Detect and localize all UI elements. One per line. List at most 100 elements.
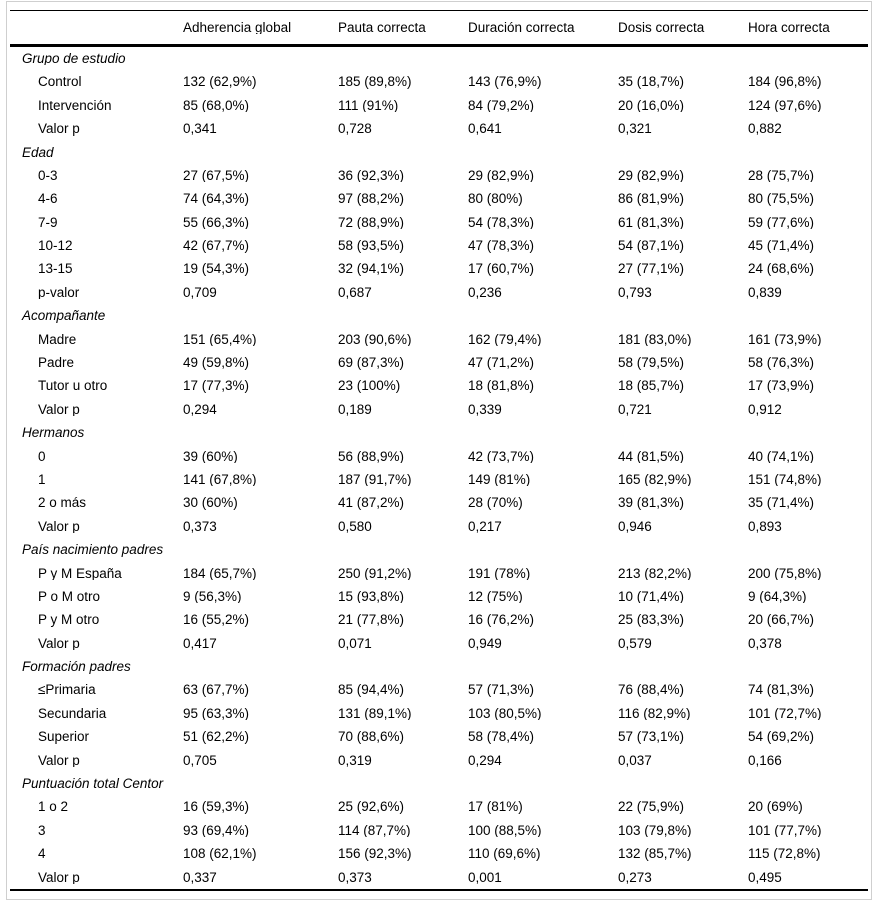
row-label: Valor p: [38, 636, 80, 651]
row-label: Valor p: [38, 870, 80, 885]
data-cell: 132 (62,9%): [183, 75, 257, 89]
data-cell: 74 (64,3%): [183, 192, 250, 206]
data-cell: 42 (73,7%): [468, 449, 535, 464]
data-cell: 0,378: [748, 636, 782, 651]
table-row: Valor p 0,373 0,580 0,217 0,946 0,893: [10, 515, 868, 538]
table-row: Superior 51 (62,2%) 70 (88,6%) 58 (78,4%) 57…: [10, 725, 868, 748]
section-title-row: Hermanos: [10, 421, 868, 444]
data-cell: 12 (75%): [468, 589, 523, 604]
data-cell: 0,321: [618, 122, 652, 136]
table-row: Valor p 0,337 0,373 0,001 0,273 0,495: [10, 866, 868, 889]
data-cell: 131 (89,1%): [338, 706, 412, 721]
data-cell: 0,728: [338, 122, 372, 136]
table-row: Secundaria 95 (63,3%) 131 (89,1%) 103 (80,5…: [10, 702, 868, 725]
data-cell: 156 (92,3%): [338, 847, 412, 861]
data-cell: 0,579: [618, 636, 652, 651]
data-cell: 95 (63,3%): [183, 706, 250, 721]
data-cell: 151 (65,4%): [183, 332, 257, 347]
data-cell: 124 (97,6%): [748, 98, 822, 113]
data-cell: 39 (60%): [183, 449, 238, 464]
section-title: Hermanos: [22, 426, 85, 440]
data-cell: 19 (54,3%): [183, 262, 250, 276]
data-cell: 20 (69%): [748, 800, 803, 814]
data-cell: 0,341: [183, 122, 217, 136]
data-cell: 0,417: [183, 636, 217, 651]
data-cell: 0,273: [618, 870, 652, 885]
data-cell: 56 (88,9%): [338, 449, 405, 464]
table-row: 1 141 (67,8%) 187 (91,7%) 149 (81%) 165 (82,…: [10, 468, 868, 491]
data-cell: 161 (73,9%): [748, 332, 822, 347]
table-row: Padre 49 (59,8%) 69 (87,3%) 47 (71,2%) 58 (7…: [10, 351, 868, 374]
section-title-row: Acompañante: [10, 304, 868, 327]
data-cell: 0,339: [468, 402, 502, 417]
table-top-rule: [10, 10, 868, 11]
row-label: 10-12: [38, 239, 73, 253]
data-cell: 54 (69,2%): [748, 730, 815, 744]
data-cell: 0,373: [338, 870, 372, 885]
data-cell: 16 (55,2%): [183, 613, 250, 627]
data-cell: 72 (88,9%): [338, 215, 405, 230]
table-row: Control 132 (62,9%) 185 (89,8%) 143 (76,9%)…: [10, 70, 868, 93]
data-cell: 10 (71,4%): [618, 589, 685, 604]
data-cell: 184 (65,7%): [183, 566, 257, 581]
data-cell: 0,319: [338, 753, 372, 768]
row-label: 7-9: [38, 215, 58, 230]
data-cell: 114 (87,7%): [338, 823, 411, 838]
section-title-row: Formación padres: [10, 655, 868, 678]
data-cell: 23 (100%): [338, 379, 401, 393]
table-bottom-rule: [10, 889, 868, 892]
table-row: p-valor 0,709 0,687 0,236 0,793 0,839: [10, 281, 868, 304]
data-cell: 47 (71,2%): [468, 356, 535, 370]
data-cell: 20 (66,7%): [748, 613, 815, 627]
row-label: 4-6: [38, 192, 58, 206]
data-cell: 0,687: [338, 285, 372, 300]
data-cell: 149 (81%): [468, 472, 531, 487]
table-row: 0-3 27 (67,5%) 36 (92,3%) 29 (82,9%) 29 (82,…: [10, 164, 868, 187]
row-label: Padre: [38, 356, 75, 370]
data-cell: 213 (82,2%): [618, 566, 692, 581]
data-cell: 0,709: [183, 285, 217, 300]
data-cell: 45 (71,4%): [748, 239, 815, 253]
row-label: 4: [38, 847, 46, 861]
data-cell: 0,580: [338, 519, 372, 534]
data-cell: 58 (93,5%): [338, 239, 405, 253]
data-cell: 61 (81,3%): [618, 215, 685, 230]
section-title: País nacimiento padres: [22, 543, 164, 557]
data-cell: 111 (91%): [338, 98, 399, 113]
data-cell: 28 (70%): [468, 496, 523, 510]
section-title-row: Edad: [10, 141, 868, 164]
table-header-rule: [10, 44, 868, 47]
data-cell: 191 (78%): [468, 566, 531, 581]
data-cell: 0,189: [338, 402, 372, 417]
data-cell: 54 (87,1%): [618, 239, 685, 253]
data-cell: 0,882: [748, 122, 782, 136]
data-cell: 0,946: [618, 519, 652, 534]
data-cell: 103 (80,5%): [468, 706, 542, 721]
data-cell: 0,217: [468, 519, 502, 534]
data-cell: 20 (16,0%): [618, 98, 685, 113]
column-header: Duración correcta: [468, 20, 575, 35]
data-cell: 21 (77,8%): [338, 613, 405, 627]
section-title: Puntuación total Centor: [22, 777, 164, 791]
section-title: Formación padres: [22, 660, 131, 674]
data-cell: 32 (94,1%): [338, 262, 405, 276]
data-cell: 40 (74,1%): [748, 449, 815, 464]
data-cell: 36 (92,3%): [338, 168, 405, 183]
data-cell: 103 (79,8%): [618, 823, 692, 838]
row-label: 3: [38, 823, 46, 838]
data-cell: 0,641: [468, 122, 502, 136]
table-row: P o M otro 9 (56,3%) 15 (93,8%) 12 (75%) 10 …: [10, 585, 868, 608]
data-cell: 101 (77,7%): [748, 823, 822, 838]
data-cell: 16 (59,3%): [183, 800, 250, 814]
table-row: Intervención 85 (68,0%) 111 (91%) 84 (79,2%…: [10, 94, 868, 117]
data-cell: 16 (76,2%): [468, 613, 535, 627]
data-cell: 80 (75,5%): [748, 192, 815, 206]
data-cell: 49 (59,8%): [183, 356, 250, 370]
column-header: Pauta correcta: [338, 20, 426, 35]
data-cell: 162 (79,4%): [468, 332, 542, 347]
table-row: 0 39 (60%) 56 (88,9%) 42 (73,7%) 44 (81,5%) 4…: [10, 445, 868, 468]
table-body: Grupo de estudio Control 132 (62,9%) 185 (8…: [10, 47, 868, 889]
row-label: 1 o 2: [38, 800, 69, 814]
data-cell: 39 (81,3%): [618, 496, 685, 510]
column-header: Dosis correcta: [618, 20, 705, 35]
